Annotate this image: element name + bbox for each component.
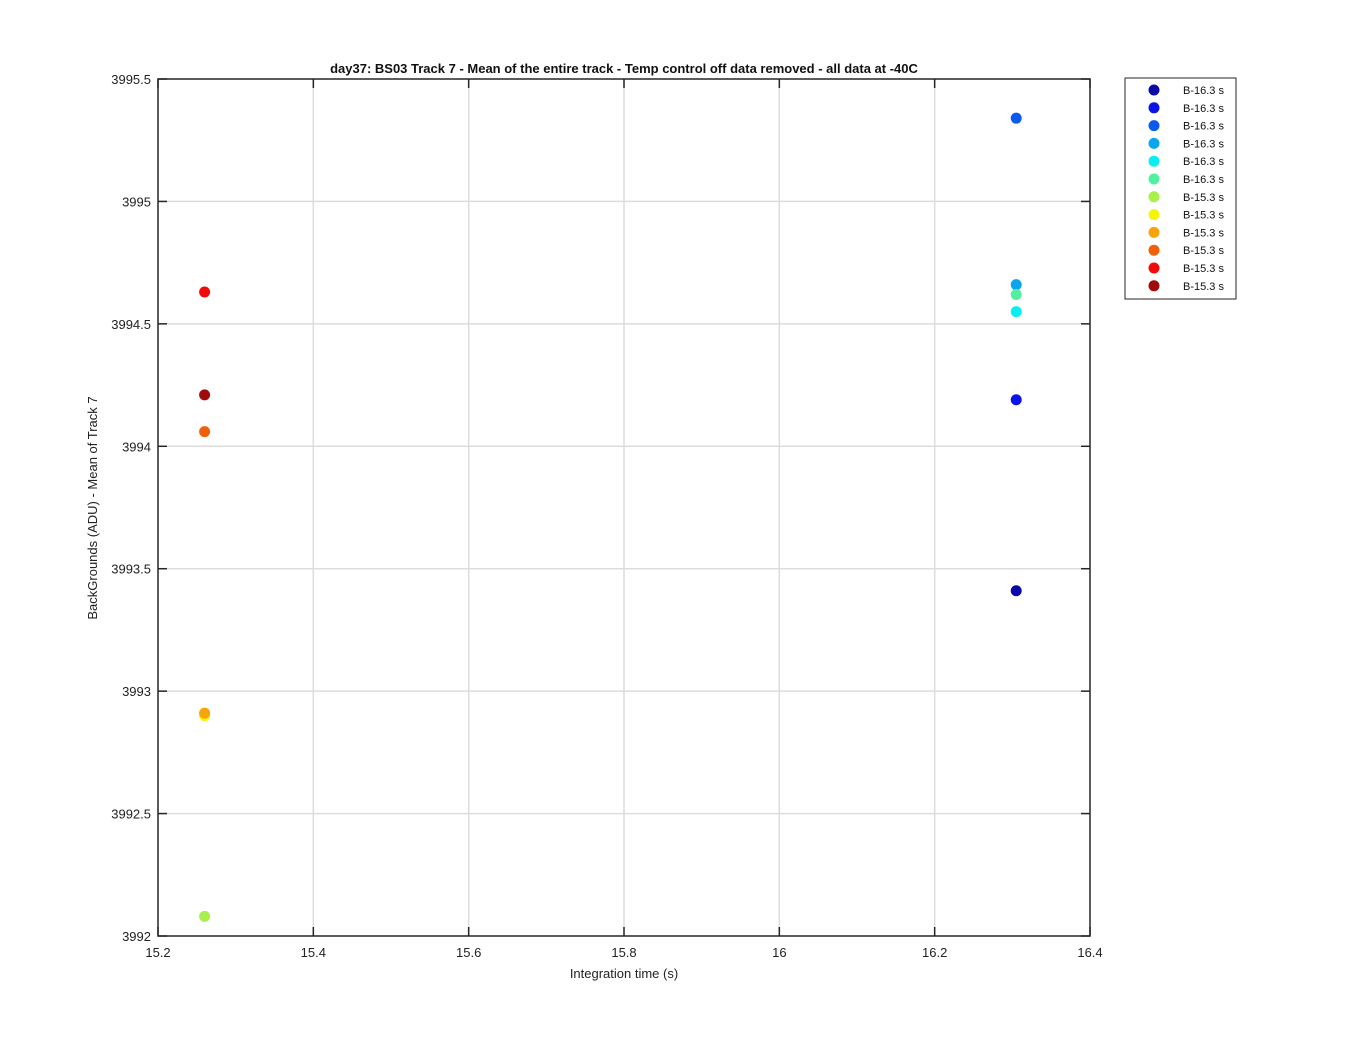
x-tick-label: 15.2 xyxy=(145,945,170,960)
y-tick-label: 3995.5 xyxy=(111,72,151,87)
axis-ticks: 15.2 15.4 15.6 15.8 16 16.2 16.4 3992 3992.5 3993… xyxy=(111,72,1102,960)
data-point xyxy=(199,426,211,438)
legend-marker xyxy=(1148,209,1160,221)
legend-label: B-16.3 s xyxy=(1183,138,1224,150)
data-point xyxy=(199,286,211,298)
legend-marker xyxy=(1148,173,1160,185)
legend-label: B-15.3 s xyxy=(1183,263,1224,275)
legend-marker xyxy=(1148,280,1160,292)
legend-marker xyxy=(1148,84,1160,96)
legend-items: B-16.3 s B-16.3 s B-16.3 s B-16.3 s B-16.3 s… xyxy=(1148,84,1224,293)
x-tick-label: 15.8 xyxy=(611,945,636,960)
x-tick-label: 15.4 xyxy=(301,945,326,960)
legend-label: B-15.3 s xyxy=(1183,227,1224,239)
legend-label: B-15.3 s xyxy=(1183,245,1224,257)
y-tick-label: 3994 xyxy=(122,439,151,454)
legend-marker xyxy=(1148,191,1160,203)
x-tick-label: 16 xyxy=(772,945,786,960)
legend-label: B-16.3 s xyxy=(1183,103,1224,115)
legend-marker xyxy=(1148,244,1160,256)
data-point xyxy=(199,707,211,719)
grid-lines xyxy=(158,79,1090,936)
y-tick-label: 3993 xyxy=(122,684,151,699)
legend-marker xyxy=(1148,102,1160,114)
y-tick-label: 3992 xyxy=(122,929,151,944)
legend-label: B-16.3 s xyxy=(1183,174,1224,186)
data-point xyxy=(199,910,211,922)
y-tick-label: 3992.5 xyxy=(111,807,151,822)
data-point xyxy=(1010,279,1022,291)
y-tick-label: 3993.5 xyxy=(111,562,151,577)
data-point xyxy=(1010,112,1022,124)
data-point xyxy=(199,389,211,401)
legend-marker xyxy=(1148,155,1160,167)
y-tick-label: 3994.5 xyxy=(111,317,151,332)
chart-title: day37: BS03 Track 7 - Mean of the entire… xyxy=(330,61,918,76)
legend-marker xyxy=(1148,226,1160,238)
y-tick-label: 3995 xyxy=(122,194,151,209)
legend-label: B-16.3 s xyxy=(1183,156,1224,168)
data-point xyxy=(1010,394,1022,406)
legend-label: B-16.3 s xyxy=(1183,121,1224,133)
x-axis-title: Integration time (s) xyxy=(570,966,678,981)
legend-label: B-16.3 s xyxy=(1183,85,1224,97)
legend-label: B-15.3 s xyxy=(1183,281,1224,293)
data-point xyxy=(1010,288,1022,300)
x-tick-label: 16.2 xyxy=(922,945,947,960)
legend-box xyxy=(1124,77,1237,300)
x-tick-label: 15.6 xyxy=(456,945,481,960)
x-tick-label: 16.4 xyxy=(1077,945,1102,960)
legend-marker xyxy=(1148,120,1160,132)
legend-label: B-15.3 s xyxy=(1183,192,1224,204)
data-points xyxy=(199,112,1022,922)
data-point xyxy=(1010,306,1022,318)
legend: B-16.3 s B-16.3 s B-16.3 s B-16.3 s B-16.3 s… xyxy=(1124,77,1237,300)
legend-marker xyxy=(1148,137,1160,149)
legend-marker xyxy=(1148,262,1160,274)
legend-label: B-15.3 s xyxy=(1183,210,1224,222)
data-point xyxy=(1010,585,1022,597)
y-axis-title: BackGrounds (ADU) - Mean of Track 7 xyxy=(85,396,100,619)
